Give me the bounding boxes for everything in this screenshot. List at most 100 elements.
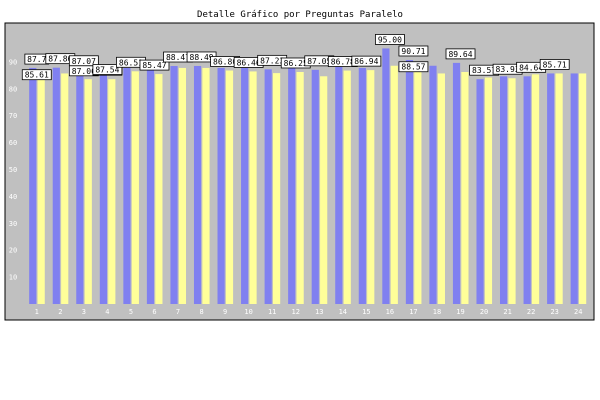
x-tick-label: 5: [129, 308, 133, 316]
x-tick-label: 4: [105, 308, 109, 316]
bar-series-1-cat-2: [52, 67, 60, 304]
bar-series-2-cat-1: [37, 73, 45, 304]
bar-series-2-cat-7: [178, 67, 187, 304]
data-label-box: [445, 48, 476, 60]
bar-series-2-cat-19: [461, 71, 469, 304]
data-label-box: [398, 45, 429, 57]
bar-series-2-cat-12: [296, 71, 304, 304]
data-label: 86.94: [351, 55, 382, 67]
data-label-text: 87.23: [260, 56, 284, 65]
bar-series-2-cat-22: [531, 74, 540, 304]
data-label-text: 87.86: [48, 55, 72, 64]
bar-series-2-cat-15: [367, 70, 375, 304]
data-label-text: 84.64: [519, 63, 543, 72]
data-label-text: 89.64: [448, 50, 472, 59]
y-tick-label: 80: [9, 85, 17, 93]
data-label-text: 83.57: [472, 66, 496, 75]
x-tick-label: 20: [480, 308, 488, 316]
bar-series-1-cat-24: [570, 73, 578, 305]
data-label-box: [92, 64, 123, 75]
data-label-box: [351, 55, 382, 67]
x-tick-label: 10: [244, 308, 252, 316]
x-tick-label: 24: [574, 308, 582, 316]
data-label: 87.7: [24, 53, 50, 65]
data-label-text: 87.54: [95, 66, 119, 75]
bar-series-2-cat-16: [390, 65, 398, 304]
bar-series-2-cat-17: [414, 65, 422, 304]
data-label-text: 88.47: [166, 53, 190, 62]
data-label-text: 90.71: [401, 47, 425, 56]
data-label-box: [398, 61, 429, 73]
x-tick-label: 13: [315, 308, 323, 316]
data-label-text: 88.57: [401, 63, 425, 72]
data-label: 85.47: [139, 59, 170, 71]
data-label-text: 87.05: [307, 57, 331, 66]
y-tick-label: 60: [9, 139, 17, 147]
x-tick-label: 3: [82, 308, 86, 316]
data-label-text: 86.94: [354, 57, 378, 66]
data-label-box: [139, 59, 170, 71]
data-label-text: 87.06: [72, 67, 96, 76]
bar-series-1-cat-10: [241, 67, 249, 304]
y-tick-label: 20: [9, 247, 17, 255]
bar-series-2-cat-4: [108, 79, 116, 304]
bar-series-1-cat-19: [452, 62, 461, 304]
bar-series-1-cat-23: [547, 73, 555, 305]
bar-series-1-cat-22: [523, 76, 531, 305]
x-tick-label: 15: [362, 308, 370, 316]
bar-series-2-cat-8: [202, 67, 210, 304]
x-tick-label: 16: [386, 308, 394, 316]
data-label: 89.64: [445, 48, 476, 60]
bar-series-2-cat-6: [155, 74, 163, 305]
bar-series-2-cat-24: [579, 73, 587, 305]
data-label: 85.61: [21, 69, 52, 81]
x-tick-label: 11: [268, 308, 276, 316]
bar-series-2-cat-13: [320, 76, 328, 304]
y-tick-label: 50: [9, 166, 17, 174]
bar-series-2-cat-10: [249, 71, 257, 304]
x-tick-label: 14: [339, 308, 347, 316]
data-label-text: 86.78: [331, 58, 355, 67]
y-tick-label: 70: [9, 112, 17, 120]
x-tick-label: 6: [152, 308, 156, 316]
bar-series-2-cat-14: [343, 70, 351, 304]
x-tick-label: 19: [456, 308, 464, 316]
x-tick-label: 12: [292, 308, 300, 316]
x-tick-label: 22: [527, 308, 535, 316]
data-label-text: 85.47: [142, 61, 166, 70]
data-label-text: 83.93: [496, 65, 520, 74]
bar-series-1-cat-3: [76, 69, 84, 304]
bar-series-2-cat-11: [272, 73, 281, 304]
bar-series-2-cat-3: [84, 79, 92, 304]
data-label-text: 86.25: [284, 59, 308, 68]
data-label-text: 86.46: [237, 58, 261, 67]
data-label-text: 87.07: [72, 57, 96, 66]
x-tick-label: 21: [503, 308, 511, 316]
bar-series-2-cat-2: [61, 73, 69, 305]
data-label-box: [539, 59, 570, 70]
data-label-box: [21, 69, 52, 81]
bar-series-1-cat-4: [99, 68, 107, 305]
bar-series-2-cat-9: [225, 70, 234, 305]
y-tick-label: 40: [9, 193, 17, 201]
data-label: 95.00: [374, 34, 405, 45]
y-tick-label: 10: [9, 274, 17, 282]
bar-series-1-cat-21: [500, 76, 508, 305]
x-tick-label: 23: [550, 308, 558, 316]
bar-series-1-cat-16: [382, 48, 390, 305]
x-tick-label: 7: [176, 308, 180, 316]
data-label-box: [374, 34, 405, 45]
x-tick-label: 17: [409, 308, 417, 316]
bar-series-1-cat-8: [193, 65, 202, 304]
data-label-text: 87.7: [27, 55, 46, 64]
bar-series-1-cat-1: [29, 67, 37, 304]
bar-series-1-cat-11: [264, 69, 272, 304]
chart-title: Detalle Gráfico por Preguntas Paralelo: [197, 10, 403, 20]
y-tick-label: 30: [9, 220, 17, 228]
bar-series-2-cat-20: [484, 77, 493, 304]
x-tick-label: 18: [433, 308, 441, 316]
bar-series-2-cat-23: [555, 73, 563, 305]
bar-series-2-cat-21: [508, 78, 516, 304]
